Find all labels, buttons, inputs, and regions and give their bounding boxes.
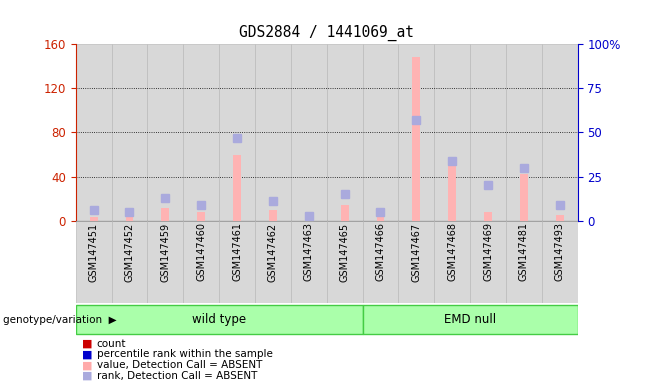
Bar (76, 305, 363, 334)
Bar (556, 215, 564, 221)
Bar (76, 44, 112, 221)
Bar (76, 221, 112, 303)
Text: wild type: wild type (192, 313, 246, 326)
Text: GSM147463: GSM147463 (304, 222, 314, 281)
Bar (219, 221, 255, 303)
Title: GDS2884 / 1441069_at: GDS2884 / 1441069_at (240, 25, 414, 41)
Bar (326, 221, 363, 303)
Bar (305, 217, 313, 221)
Text: ■: ■ (82, 339, 93, 349)
Text: GSM147481: GSM147481 (519, 222, 529, 281)
Text: GSM147451: GSM147451 (89, 222, 99, 281)
Bar (542, 221, 578, 303)
Text: ■: ■ (82, 349, 93, 359)
Text: percentile rank within the sample: percentile rank within the sample (97, 349, 272, 359)
Text: GSM147467: GSM147467 (411, 222, 421, 281)
Text: GSM147465: GSM147465 (340, 222, 349, 281)
Bar (470, 221, 506, 303)
Text: GSM147452: GSM147452 (124, 222, 134, 282)
Bar (126, 215, 134, 221)
Bar (542, 44, 578, 221)
Bar (520, 174, 528, 221)
Bar (147, 44, 183, 221)
Bar (363, 221, 398, 303)
Bar (255, 44, 291, 221)
Bar (183, 44, 219, 221)
Bar (506, 221, 542, 303)
Bar (233, 155, 241, 221)
Text: EMD null: EMD null (444, 313, 496, 326)
Bar (363, 305, 578, 334)
Bar (448, 160, 456, 221)
Bar (89, 217, 97, 221)
Bar (291, 221, 326, 303)
Bar (111, 44, 147, 221)
Bar (197, 212, 205, 221)
Bar (219, 44, 255, 221)
Bar (470, 44, 506, 221)
Text: GSM147461: GSM147461 (232, 222, 242, 281)
Bar (326, 44, 363, 221)
Bar (398, 221, 434, 303)
Bar (434, 44, 470, 221)
Text: genotype/variation  ▶: genotype/variation ▶ (3, 314, 117, 325)
Bar (341, 205, 349, 221)
Text: GSM147466: GSM147466 (376, 222, 386, 281)
Bar (183, 221, 219, 303)
Bar (291, 44, 326, 221)
Bar (161, 208, 169, 221)
Bar (255, 221, 291, 303)
Text: GSM147462: GSM147462 (268, 222, 278, 281)
Text: value, Detection Call = ABSENT: value, Detection Call = ABSENT (97, 360, 262, 370)
Text: GSM147493: GSM147493 (555, 222, 565, 281)
Bar (398, 44, 434, 221)
Text: GSM147468: GSM147468 (447, 222, 457, 281)
Text: ■: ■ (82, 360, 93, 370)
Bar (434, 221, 470, 303)
Text: GSM147469: GSM147469 (483, 222, 493, 281)
Text: GSM147459: GSM147459 (161, 222, 170, 281)
Text: count: count (97, 339, 126, 349)
Bar (147, 221, 183, 303)
Bar (111, 221, 147, 303)
Bar (363, 44, 398, 221)
Bar (506, 44, 542, 221)
Text: rank, Detection Call = ABSENT: rank, Detection Call = ABSENT (97, 371, 257, 381)
Bar (269, 210, 277, 221)
Bar (376, 217, 384, 221)
Bar (484, 212, 492, 221)
Text: GSM147460: GSM147460 (196, 222, 206, 281)
Text: ■: ■ (82, 371, 93, 381)
Bar (413, 57, 420, 221)
